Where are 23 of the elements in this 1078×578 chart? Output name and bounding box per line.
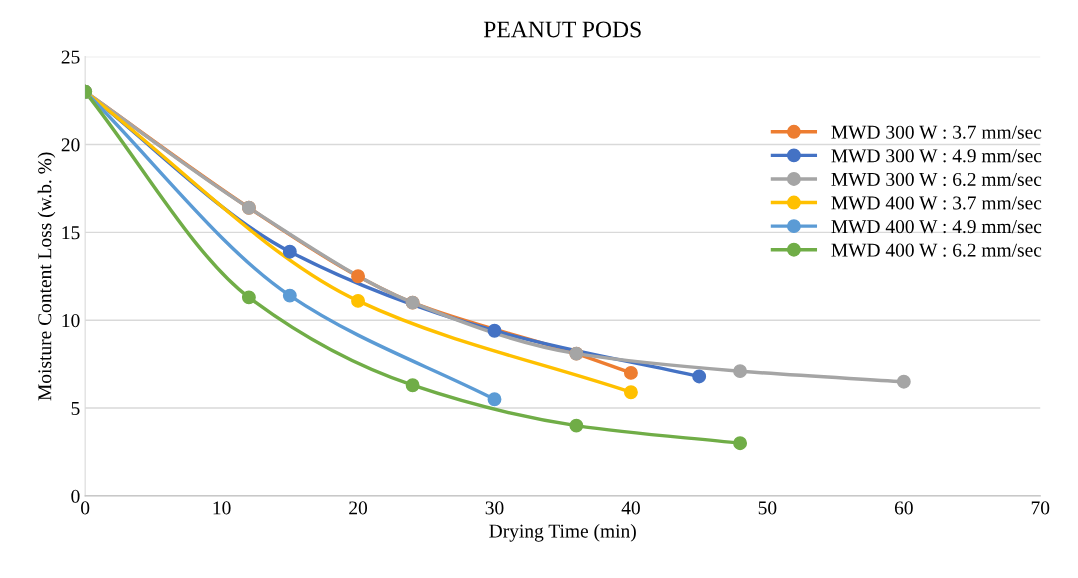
- y-tick-label: 5: [71, 402, 80, 416]
- chart-title: PEANUT PODS: [483, 21, 641, 38]
- legend-label: MWD 400 W : 4.9 mm/sec: [831, 220, 1042, 234]
- y-tick-label: 15: [62, 226, 80, 240]
- legend-label: MWD 400 W : 6.2 mm/sec: [831, 243, 1042, 257]
- x-tick-label: 40: [621, 501, 640, 515]
- x-tick-label: 60: [894, 501, 913, 515]
- y-axis-title: Moisture Content Loss (w.b. %): [37, 152, 56, 401]
- legend-label: MWD 400 W : 3.7 mm/sec: [831, 196, 1042, 210]
- x-axis-title: Drying Time (min): [489, 523, 636, 542]
- legend-label: MWD 300 W : 6.2 mm/sec: [831, 172, 1042, 187]
- y-tick-label: 20: [61, 138, 80, 152]
- legend-label: MWD 300 W : 4.9 mm/sec: [831, 149, 1042, 163]
- y-tick-label: 10: [62, 314, 80, 328]
- x-tick-label: 10: [213, 501, 231, 515]
- x-tick-label: 50: [758, 501, 777, 515]
- x-tick-label: 30: [485, 501, 504, 515]
- y-tick-label: 0: [71, 489, 80, 503]
- x-tick-label: 20: [349, 501, 368, 515]
- x-tick-label: 70: [1031, 501, 1050, 515]
- legend-label: MWD 300 W : 3.7 mm/sec: [831, 125, 1042, 139]
- x-tick-label: 0: [81, 501, 90, 515]
- y-tick-label: 25: [61, 50, 80, 64]
